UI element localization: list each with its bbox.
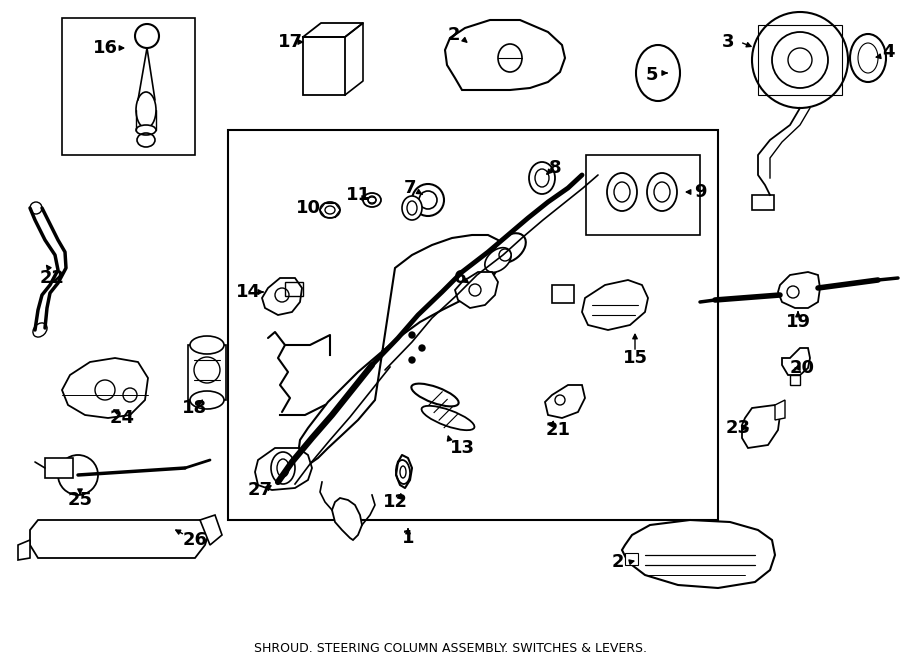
Text: 26: 26 bbox=[183, 531, 208, 549]
Circle shape bbox=[469, 284, 481, 296]
Polygon shape bbox=[262, 278, 302, 315]
Text: 3: 3 bbox=[722, 33, 734, 51]
Polygon shape bbox=[332, 498, 362, 540]
Text: 25: 25 bbox=[68, 491, 93, 509]
Text: 5: 5 bbox=[646, 66, 658, 84]
Polygon shape bbox=[782, 348, 810, 375]
Polygon shape bbox=[545, 385, 585, 418]
Text: 1: 1 bbox=[401, 529, 414, 547]
Polygon shape bbox=[790, 375, 800, 385]
Bar bbox=[303, 37, 345, 95]
Text: 24: 24 bbox=[110, 409, 134, 427]
Ellipse shape bbox=[636, 45, 680, 101]
Text: 13: 13 bbox=[449, 439, 474, 457]
Ellipse shape bbox=[850, 34, 886, 82]
Polygon shape bbox=[742, 405, 780, 448]
Ellipse shape bbox=[136, 92, 156, 128]
Polygon shape bbox=[62, 358, 148, 418]
Text: 21: 21 bbox=[545, 421, 571, 439]
Ellipse shape bbox=[529, 162, 555, 194]
Ellipse shape bbox=[411, 383, 459, 407]
Text: 7: 7 bbox=[404, 179, 416, 197]
Text: 22: 22 bbox=[40, 269, 65, 287]
Polygon shape bbox=[455, 272, 498, 308]
Text: 6: 6 bbox=[454, 269, 466, 287]
Ellipse shape bbox=[607, 173, 637, 211]
Ellipse shape bbox=[485, 248, 511, 272]
Text: 18: 18 bbox=[183, 399, 208, 417]
Text: 16: 16 bbox=[93, 39, 118, 57]
Text: 19: 19 bbox=[786, 313, 811, 331]
Ellipse shape bbox=[363, 193, 381, 207]
Polygon shape bbox=[30, 520, 210, 558]
Circle shape bbox=[752, 12, 848, 108]
Circle shape bbox=[499, 249, 511, 261]
Circle shape bbox=[135, 24, 159, 48]
Circle shape bbox=[409, 357, 415, 363]
Circle shape bbox=[368, 196, 376, 204]
Polygon shape bbox=[775, 400, 785, 420]
Circle shape bbox=[412, 184, 444, 216]
Text: 17: 17 bbox=[277, 33, 302, 51]
Text: 2: 2 bbox=[612, 553, 625, 571]
Polygon shape bbox=[18, 540, 30, 560]
Text: 27: 27 bbox=[248, 481, 273, 499]
Polygon shape bbox=[200, 515, 222, 545]
Circle shape bbox=[275, 288, 289, 302]
Text: 15: 15 bbox=[623, 349, 647, 367]
Polygon shape bbox=[255, 448, 312, 490]
Circle shape bbox=[419, 191, 437, 209]
Text: 10: 10 bbox=[295, 199, 320, 217]
Text: 4: 4 bbox=[882, 43, 895, 61]
Bar bbox=[758, 25, 842, 95]
Circle shape bbox=[787, 286, 799, 298]
Polygon shape bbox=[298, 235, 502, 468]
Polygon shape bbox=[622, 520, 775, 588]
Text: 12: 12 bbox=[382, 493, 408, 511]
Bar bbox=[552, 285, 574, 303]
Bar bbox=[586, 155, 700, 235]
Polygon shape bbox=[625, 553, 638, 565]
Bar bbox=[285, 282, 303, 296]
Bar bbox=[752, 195, 774, 210]
Circle shape bbox=[772, 32, 828, 88]
Polygon shape bbox=[582, 280, 648, 330]
Ellipse shape bbox=[647, 173, 677, 211]
Text: 9: 9 bbox=[694, 183, 706, 201]
Ellipse shape bbox=[402, 196, 422, 220]
Circle shape bbox=[95, 380, 115, 400]
Ellipse shape bbox=[271, 452, 295, 484]
Ellipse shape bbox=[494, 233, 526, 263]
Text: 23: 23 bbox=[725, 419, 751, 437]
Bar bbox=[45, 458, 73, 478]
Ellipse shape bbox=[190, 336, 224, 354]
Ellipse shape bbox=[190, 391, 224, 409]
Ellipse shape bbox=[421, 406, 474, 430]
Text: 11: 11 bbox=[346, 186, 371, 204]
Ellipse shape bbox=[396, 460, 410, 484]
Text: 14: 14 bbox=[236, 283, 260, 301]
Circle shape bbox=[419, 345, 425, 351]
Bar bbox=[228, 130, 718, 520]
Polygon shape bbox=[445, 20, 565, 90]
Text: 8: 8 bbox=[549, 159, 562, 177]
Circle shape bbox=[123, 388, 137, 402]
Bar bbox=[188, 345, 226, 400]
Polygon shape bbox=[778, 272, 820, 308]
Circle shape bbox=[409, 332, 415, 338]
Text: SHROUD. STEERING COLUMN ASSEMBLY. SWITCHES & LEVERS.: SHROUD. STEERING COLUMN ASSEMBLY. SWITCH… bbox=[254, 642, 646, 656]
Circle shape bbox=[58, 455, 98, 495]
Ellipse shape bbox=[136, 125, 156, 135]
Text: 2: 2 bbox=[448, 26, 460, 44]
Bar bbox=[62, 18, 195, 155]
Text: 20: 20 bbox=[789, 359, 814, 377]
Circle shape bbox=[555, 395, 565, 405]
Ellipse shape bbox=[320, 202, 340, 218]
